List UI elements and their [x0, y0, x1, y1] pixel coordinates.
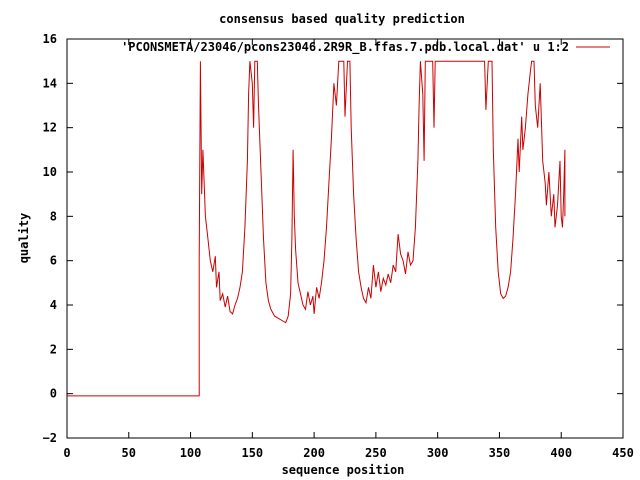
legend-label: 'PCONSMETA/23046/pcons23046.2R9R_B.ffas.… [121, 40, 569, 55]
y-tick-label: 0 [50, 387, 57, 401]
x-tick-label: 150 [241, 446, 263, 460]
x-tick-label: 200 [303, 446, 325, 460]
series-line [67, 60, 566, 397]
x-tick-label: 350 [489, 446, 511, 460]
y-tick-label: 14 [43, 76, 57, 90]
x-tick-label: 100 [180, 446, 202, 460]
y-tick-label: 6 [50, 254, 57, 268]
y-tick-label: −2 [43, 431, 57, 445]
x-axis-label: sequence position [282, 463, 405, 477]
y-tick-label: 4 [50, 298, 57, 312]
y-tick-label: 12 [43, 121, 57, 135]
plot-area: 0 50 100 150 200 250 300 350 400 450 −2 0 2 4 6 8 10 12 14… [43, 32, 634, 460]
x-tick-label: 400 [550, 446, 572, 460]
x-tick-label: 250 [365, 446, 387, 460]
y-tick-label: 2 [50, 342, 57, 356]
x-tick-label: 50 [122, 446, 136, 460]
y-tick-label: 10 [43, 165, 57, 179]
plot-frame [66, 38, 624, 439]
y-axis-label: quality [17, 213, 31, 264]
x-tick-label: 450 [612, 446, 634, 460]
y-tick-label: 16 [43, 32, 57, 46]
chart-title: consensus based quality prediction [219, 12, 465, 26]
x-tick-label: 300 [427, 446, 449, 460]
x-tick-label: 0 [63, 446, 70, 460]
y-tick-label: 8 [50, 209, 57, 223]
